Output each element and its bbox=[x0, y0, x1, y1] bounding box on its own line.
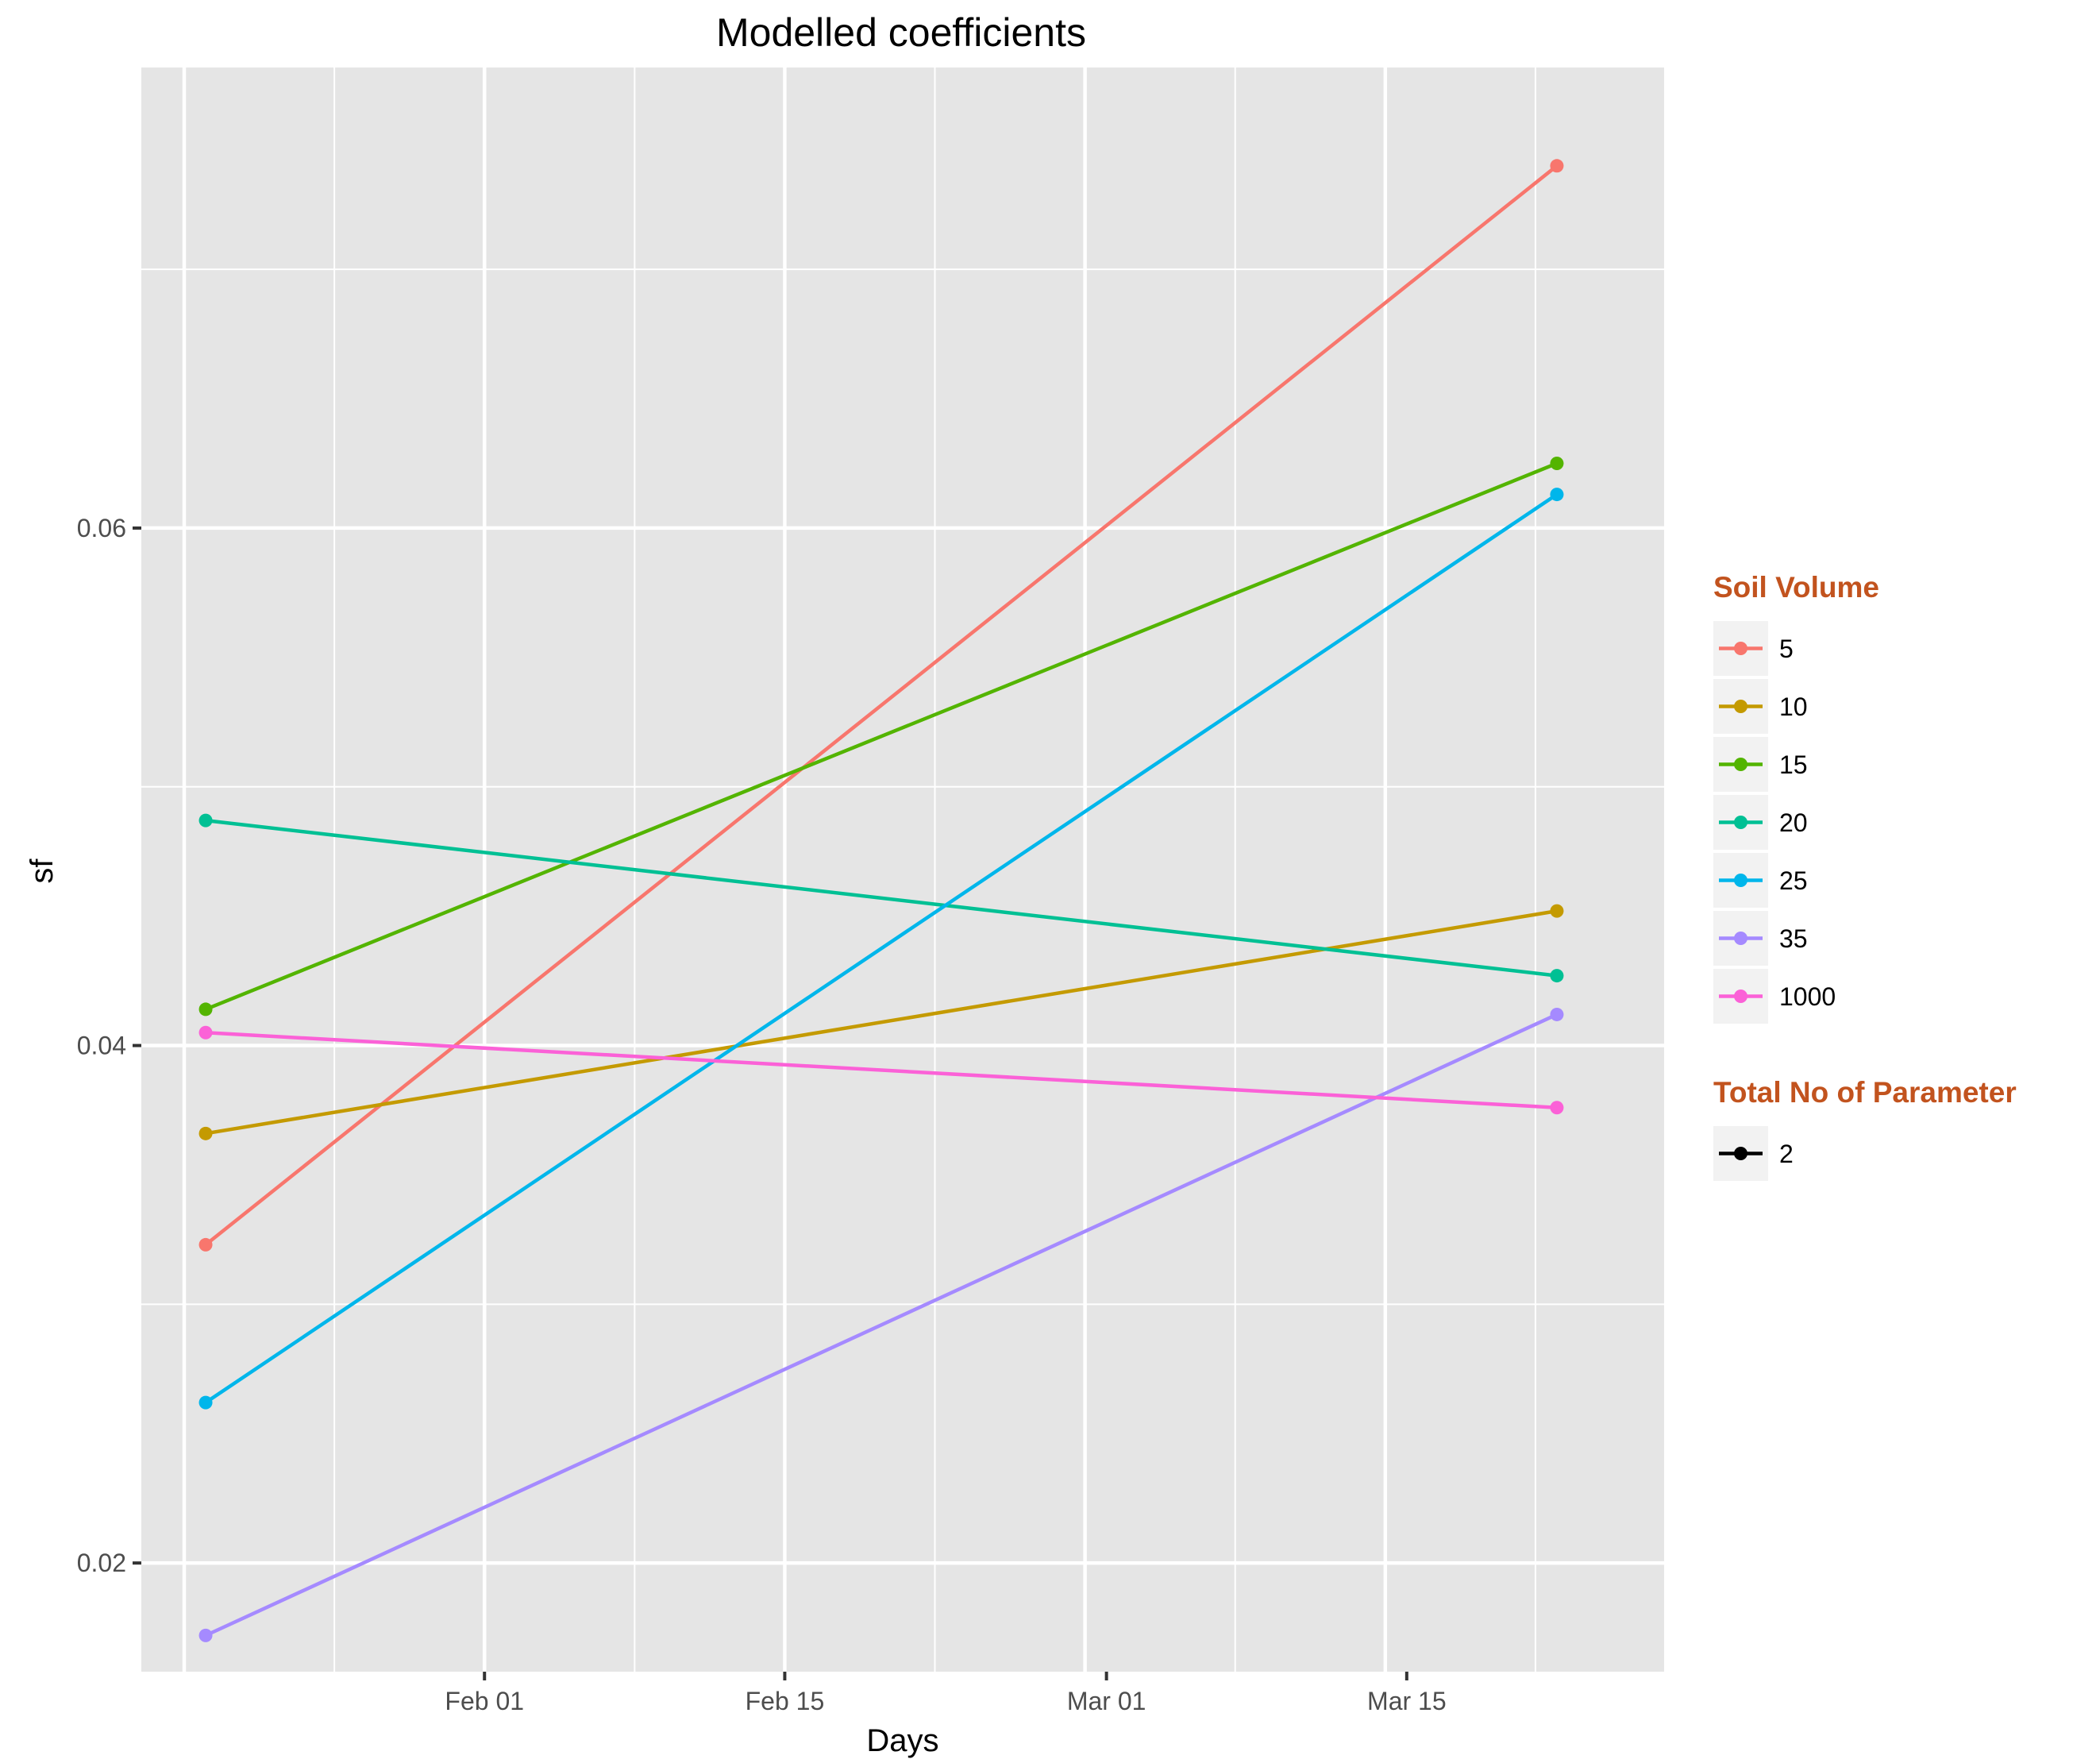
data-point-20-1 bbox=[198, 813, 213, 827]
data-point-15-1 bbox=[198, 1002, 213, 1017]
legend-total-parameters: Total No of Parameter 2 bbox=[1713, 1076, 2017, 1181]
legend-key-point bbox=[1734, 700, 1747, 713]
legend-label: 20 bbox=[1779, 808, 1808, 837]
legend-item-1000: 1000 bbox=[1713, 969, 1836, 1024]
data-point-5-1 bbox=[198, 1237, 213, 1252]
series-layer bbox=[198, 159, 1564, 1642]
x-tick-label: Mar 15 bbox=[1367, 1687, 1447, 1715]
x-axis-title: Days bbox=[866, 1723, 938, 1758]
series-line-15 bbox=[205, 461, 1558, 1012]
y-tick-label: 0.04 bbox=[77, 1032, 126, 1060]
data-point-15-2 bbox=[1550, 456, 1564, 470]
minor-y-gridlines bbox=[141, 268, 1664, 1306]
series-15 bbox=[198, 456, 1564, 1017]
legend: Soil Volume 5 10 15 20 25 35 1000 Total No of Pa… bbox=[1713, 571, 2017, 1181]
legend-key-point bbox=[1734, 816, 1747, 829]
legend-key-point bbox=[1734, 932, 1747, 945]
legend-key-point bbox=[1734, 990, 1747, 1003]
legend-label: 1000 bbox=[1779, 982, 1836, 1011]
data-point-10-1 bbox=[198, 1126, 213, 1140]
data-point-35-2 bbox=[1550, 1007, 1564, 1021]
legend-item-2: 2 bbox=[1713, 1126, 1794, 1181]
data-point-5-2 bbox=[1550, 159, 1564, 173]
data-point-10-2 bbox=[1550, 904, 1564, 918]
x-tick-label: Feb 15 bbox=[746, 1687, 825, 1715]
legend-label: 2 bbox=[1779, 1140, 1794, 1168]
legend-item-35: 35 bbox=[1713, 911, 1808, 966]
minor-x-gridlines bbox=[333, 68, 1536, 1672]
legend-label: 35 bbox=[1779, 924, 1808, 953]
series-1000 bbox=[198, 1025, 1564, 1115]
series-5 bbox=[198, 159, 1564, 1252]
y-tick-label: 0.02 bbox=[77, 1549, 126, 1577]
legend-key-point bbox=[1734, 1147, 1747, 1160]
x-tick-label: Feb 01 bbox=[445, 1687, 524, 1715]
legend-item-25: 25 bbox=[1713, 853, 1808, 908]
series-line-35 bbox=[205, 1013, 1558, 1638]
legend-title: Total No of Parameter bbox=[1713, 1076, 2017, 1109]
legend-soil-volume: Soil Volume 5 10 15 20 25 35 1000 bbox=[1713, 571, 1879, 1024]
legend-key-point bbox=[1734, 874, 1747, 887]
x-axis: Feb 01 Feb 15 Mar 01 Mar 15 bbox=[445, 1672, 1447, 1715]
series-25 bbox=[198, 488, 1564, 1410]
series-20 bbox=[198, 813, 1564, 983]
legend-item-10: 10 bbox=[1713, 679, 1808, 734]
legend-key-point bbox=[1734, 642, 1747, 655]
series-line-20 bbox=[205, 818, 1558, 978]
y-axis-title: sf bbox=[25, 858, 60, 884]
major-y-gridlines bbox=[141, 526, 1664, 1565]
series-line-25 bbox=[204, 492, 1559, 1405]
legend-label: 15 bbox=[1779, 750, 1808, 779]
legend-title: Soil Volume bbox=[1713, 571, 1879, 604]
data-point-25-1 bbox=[198, 1395, 213, 1410]
series-35 bbox=[198, 1007, 1564, 1642]
legend-label: 25 bbox=[1779, 866, 1808, 895]
y-axis: 0.02 0.04 0.06 bbox=[77, 514, 141, 1577]
legend-item-20: 20 bbox=[1713, 795, 1808, 850]
legend-label: 5 bbox=[1779, 635, 1794, 663]
data-point-1000-2 bbox=[1550, 1101, 1564, 1115]
y-tick-label: 0.06 bbox=[77, 514, 126, 542]
legend-item-15: 15 bbox=[1713, 737, 1808, 792]
data-point-1000-1 bbox=[198, 1025, 213, 1040]
major-x-gridlines bbox=[182, 68, 1388, 1672]
x-tick-label: Mar 01 bbox=[1067, 1687, 1146, 1715]
data-point-20-2 bbox=[1550, 969, 1564, 983]
chart-title: Modelled coefficients bbox=[716, 10, 1086, 55]
data-point-25-2 bbox=[1550, 488, 1564, 502]
legend-key-point bbox=[1734, 758, 1747, 771]
series-line-5 bbox=[204, 164, 1559, 1247]
data-point-35-1 bbox=[198, 1628, 213, 1642]
plot-panel bbox=[141, 68, 1664, 1672]
legend-label: 10 bbox=[1779, 692, 1808, 721]
legend-item-5: 5 bbox=[1713, 621, 1794, 676]
series-line-1000 bbox=[205, 1031, 1558, 1109]
